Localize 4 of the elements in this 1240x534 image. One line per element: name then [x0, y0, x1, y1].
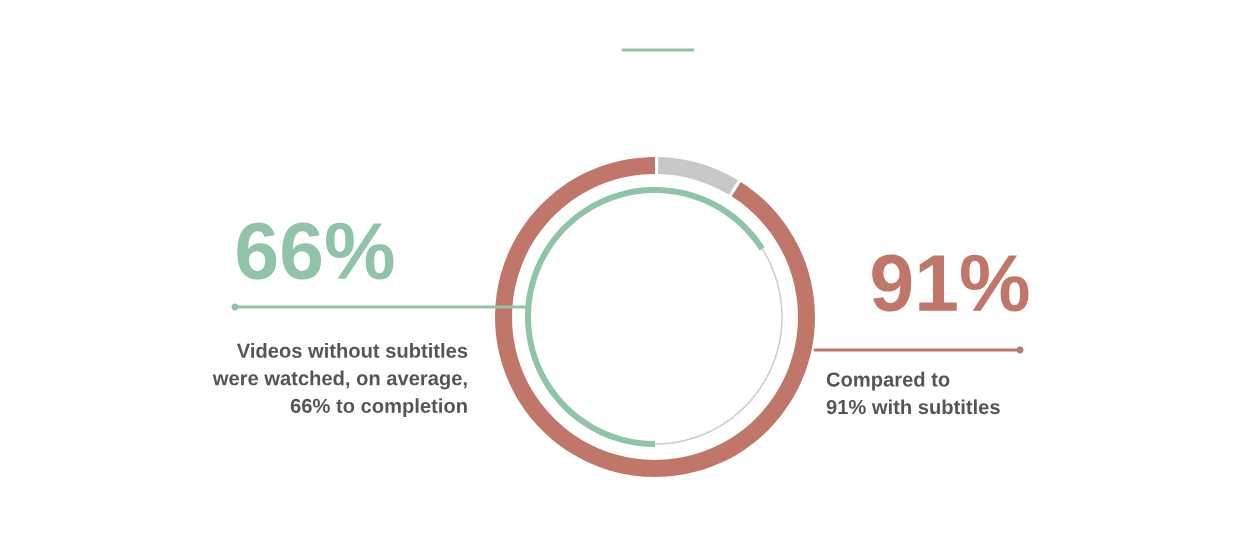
text: Compared to 91% with subtitles: [826, 371, 1000, 415]
text: Videos without subtitles were watched, on average, 66% to completion: [212, 343, 468, 417]
data-label: 66%: [237, 222, 394, 280]
data-label: 91%: [872, 254, 1029, 312]
